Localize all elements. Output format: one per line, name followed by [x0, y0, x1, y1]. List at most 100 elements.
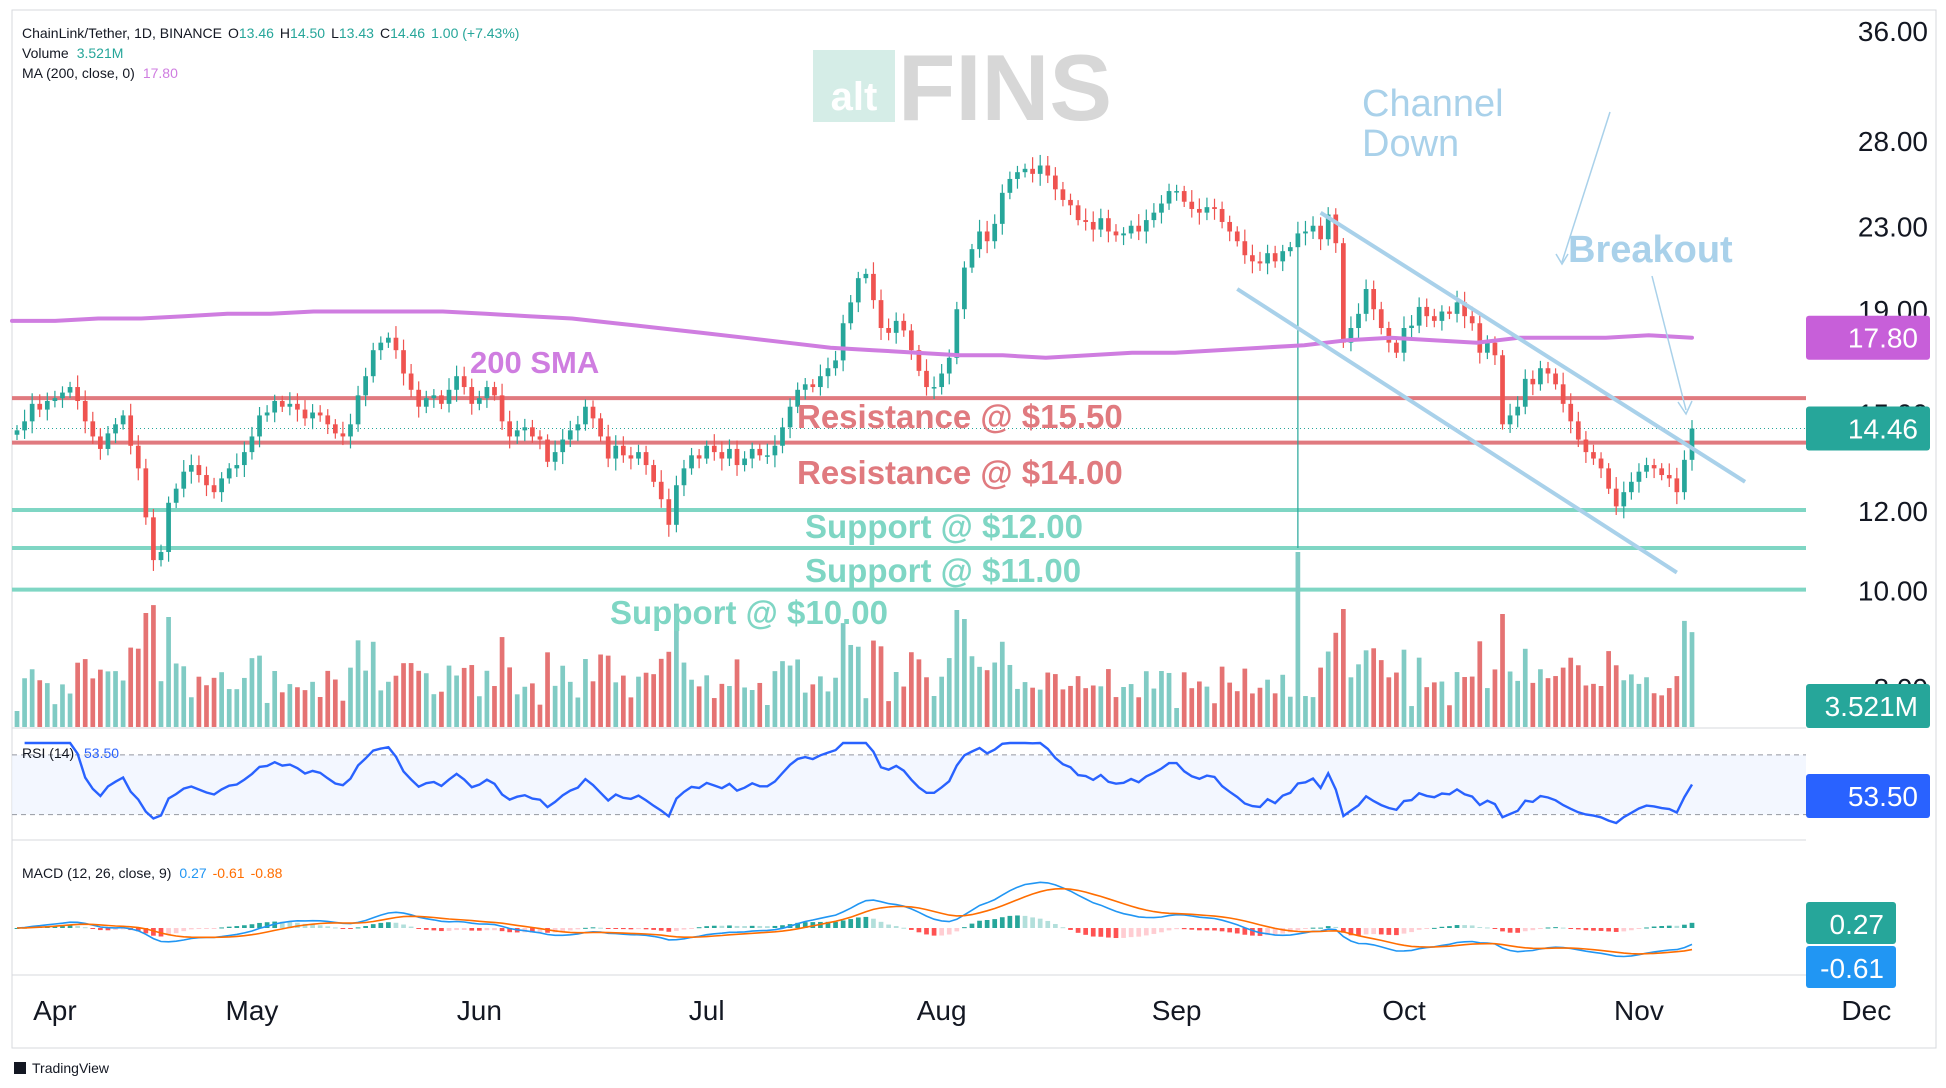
macd-hist-163 — [1250, 928, 1255, 936]
candle-147 — [1128, 220, 1134, 239]
macd-hist-108 — [833, 921, 838, 928]
macd-hist-123 — [946, 928, 952, 935]
volume-bar-88 — [681, 662, 687, 727]
candle-81 — [628, 446, 634, 470]
volume-bar-52 — [408, 663, 414, 727]
macd-hist-33 — [264, 922, 270, 928]
candle-body-79 — [613, 445, 619, 459]
volume-bar-175 — [1341, 609, 1346, 727]
volume-bar-58 — [454, 675, 459, 727]
candle-body-140 — [1075, 205, 1081, 221]
macd-hist-194 — [1485, 927, 1490, 929]
candle-body-141 — [1083, 220, 1089, 222]
candle-109 — [840, 314, 846, 372]
macd-hist-158 — [1212, 928, 1217, 931]
volume-bar-8 — [75, 662, 80, 727]
candle-214 — [1636, 463, 1642, 493]
candle-200 — [1530, 370, 1536, 396]
macd-hist-139 — [1068, 928, 1073, 930]
macd-hist-191 — [1462, 925, 1467, 928]
macd-hist-152 — [1166, 928, 1172, 931]
macd-hist-25 — [204, 928, 209, 929]
macd-hist-83 — [643, 928, 649, 930]
candle-body-213 — [1629, 481, 1634, 493]
volume-bar-211 — [1613, 665, 1619, 727]
tradingview-logo[interactable]: TradingView — [14, 1060, 110, 1076]
volume-bar-47 — [370, 641, 376, 727]
macd-hist-109 — [840, 920, 846, 928]
volume-bar-11 — [98, 669, 103, 727]
annotations: 200 SMA Resistance @ $15.50 Resistance @ $… — [470, 83, 1733, 631]
candle-128 — [984, 220, 990, 254]
volume-bar-12 — [105, 671, 111, 727]
macd-hist-91 — [704, 926, 710, 928]
macd-hist-174 — [1333, 926, 1339, 928]
macd-hist-52 — [408, 926, 414, 928]
macd-hist-104 — [802, 922, 808, 928]
candle-body-127 — [977, 231, 982, 250]
macd-hist-175 — [1341, 928, 1346, 933]
macd-hist-72 — [560, 928, 566, 932]
macd-hist-171 — [1310, 927, 1316, 929]
volume-bar-197 — [1507, 671, 1513, 727]
level-lines — [12, 396, 1806, 592]
candle-85 — [658, 470, 664, 508]
macd-hist-162 — [1242, 928, 1248, 935]
volume-bar-96 — [742, 687, 747, 727]
price-tick-1: 28.00 — [1858, 126, 1928, 157]
candle-126 — [969, 243, 975, 273]
volume-bar-141 — [1083, 688, 1089, 727]
candle-body-71 — [552, 452, 558, 462]
candle-34 — [272, 394, 278, 423]
macd-hist-78 — [605, 928, 611, 929]
macd-hist-128 — [984, 920, 990, 928]
candle-body-117 — [901, 320, 907, 331]
macd-hist-13 — [113, 928, 118, 930]
volume-bar-149 — [1143, 671, 1149, 727]
macd-hist-116 — [893, 926, 899, 928]
volume-bar-113 — [871, 640, 876, 727]
candle-body-18 — [151, 517, 156, 561]
volume-badge-bg — [1806, 684, 1930, 728]
candle-27 — [219, 472, 224, 502]
candle-206 — [1575, 411, 1581, 448]
macd-hist-197 — [1507, 928, 1513, 933]
candle-body-205 — [1568, 403, 1574, 422]
candle-body-56 — [439, 395, 444, 404]
candle-97 — [749, 442, 755, 469]
candle-211 — [1613, 477, 1619, 515]
volume-bar-212 — [1621, 680, 1627, 727]
candle-body-145 — [1113, 231, 1119, 236]
candle-209 — [1598, 452, 1604, 479]
candle-body-80 — [620, 445, 626, 456]
candle-body-96 — [742, 458, 747, 466]
volume-bar-161 — [1234, 691, 1240, 727]
candle-218 — [1666, 463, 1672, 488]
candle-18 — [151, 508, 156, 571]
macd-hist-183 — [1401, 928, 1407, 934]
candle-198 — [1515, 396, 1521, 428]
candle-body-132 — [1015, 172, 1020, 179]
candle-189 — [1447, 306, 1452, 320]
candle-149 — [1143, 209, 1149, 244]
macd-hist-55 — [431, 928, 437, 931]
candle-197 — [1507, 403, 1513, 433]
candle-body-84 — [651, 465, 657, 482]
macd-hist-149 — [1143, 928, 1149, 936]
macd-hist-125 — [962, 927, 967, 929]
volume-bar-106 — [818, 676, 823, 727]
macd-hist-216 — [1651, 926, 1657, 928]
macd-hist-160 — [1227, 928, 1233, 933]
candle-body-160 — [1227, 221, 1233, 232]
macd-hist-62 — [484, 928, 490, 931]
macd-hist-48 — [378, 922, 384, 928]
volume-bar-51 — [401, 663, 406, 727]
candle-102 — [787, 398, 793, 439]
candle-body-217 — [1659, 468, 1665, 476]
volume-bar-50 — [393, 675, 399, 727]
volume-bar-115 — [886, 701, 891, 727]
macd-hist-118 — [908, 928, 914, 930]
